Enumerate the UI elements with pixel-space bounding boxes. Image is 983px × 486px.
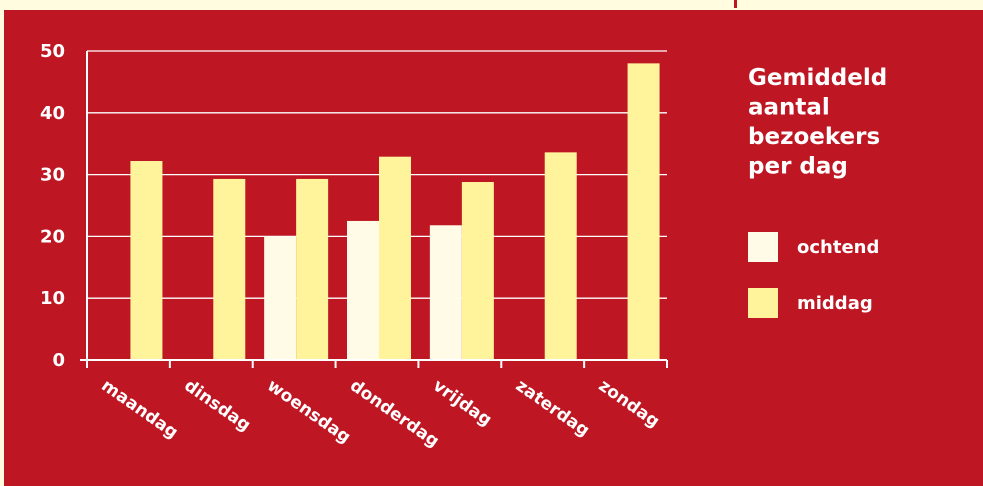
x-tick-label-zondag: zondag — [595, 376, 663, 432]
bar-middag-maandag — [130, 161, 163, 360]
legend: ochtend middag — [748, 232, 879, 318]
bar-middag-vrijdag — [461, 182, 494, 360]
bar-ochtend-donderdag — [347, 220, 379, 360]
y-tick-label: 50 — [40, 41, 65, 62]
legend-swatch-middag — [748, 288, 778, 318]
y-tick-label: 30 — [40, 165, 65, 186]
y-tick-label: 20 — [40, 226, 65, 247]
y-tick-label: 40 — [40, 103, 65, 124]
chart-title-line: aantal — [748, 95, 830, 121]
y-tick-label: 0 — [52, 350, 65, 371]
bar-middag-dinsdag — [213, 178, 246, 360]
legend-label-middag: middag — [797, 293, 873, 314]
x-tick-label-zaterdag: zaterdag — [512, 376, 593, 441]
bars — [130, 63, 660, 361]
bar-ochtend-vrijdag — [429, 225, 462, 360]
x-tick-label-maandag: maandag — [98, 376, 182, 443]
x-tick-label-dinsdag: dinsdag — [180, 376, 254, 436]
axes — [80, 51, 668, 368]
legend-label-ochtend: ochtend — [797, 237, 879, 258]
chart-title-line: Gemiddeld — [748, 65, 887, 91]
chart-title: Gemiddeld aantal bezoekers per dag — [748, 65, 887, 180]
x-tick-label-donderdag: donderdag — [346, 376, 443, 452]
y-tick-label: 10 — [40, 288, 65, 309]
bar-middag-woensdag — [296, 178, 329, 360]
bar-middag-zaterdag — [544, 152, 577, 360]
x-tick-label-woensdag: woensdag — [263, 376, 354, 448]
legend-swatch-ochtend — [748, 232, 778, 262]
bar-ochtend-woensdag — [264, 236, 297, 360]
y-tick-labels: 0 10 20 30 40 50 — [40, 41, 65, 371]
bar-middag-donderdag — [379, 156, 411, 360]
chart-title-line: bezoekers — [748, 124, 880, 150]
x-tick-label-vrijdag: vrijdag — [429, 376, 495, 431]
chart-title-line: per dag — [748, 154, 848, 180]
bar-middag-zondag — [627, 63, 660, 361]
top-notch — [734, 0, 737, 8]
